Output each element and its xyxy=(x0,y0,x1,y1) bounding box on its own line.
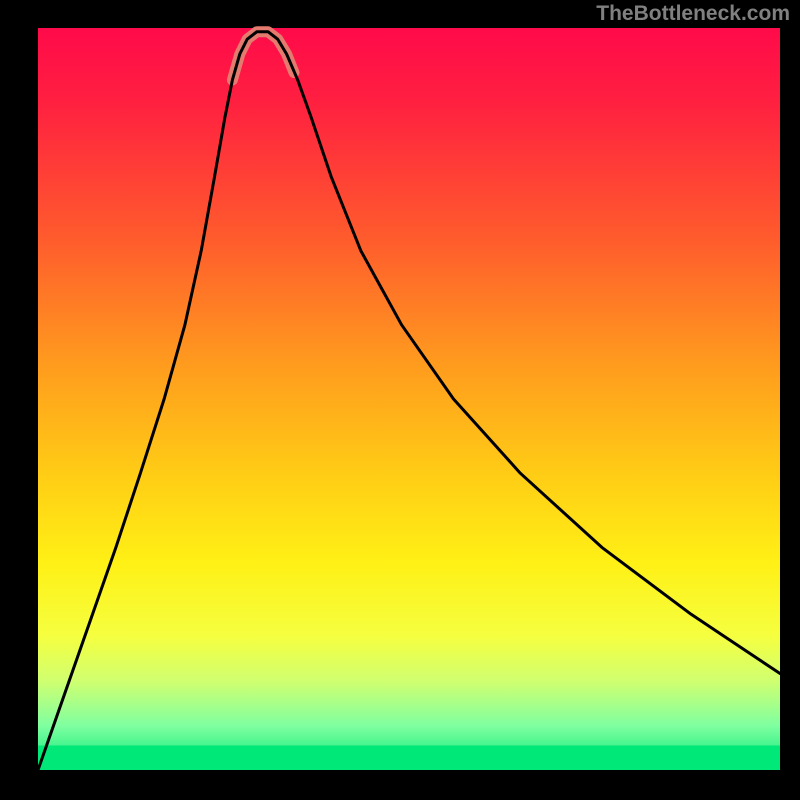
watermark-text: TheBottleneck.com xyxy=(596,2,790,26)
green-band xyxy=(38,746,780,770)
plot-background xyxy=(38,28,780,770)
chart-container: TheBottleneck.com xyxy=(0,0,800,800)
bottleneck-chart xyxy=(0,0,800,800)
